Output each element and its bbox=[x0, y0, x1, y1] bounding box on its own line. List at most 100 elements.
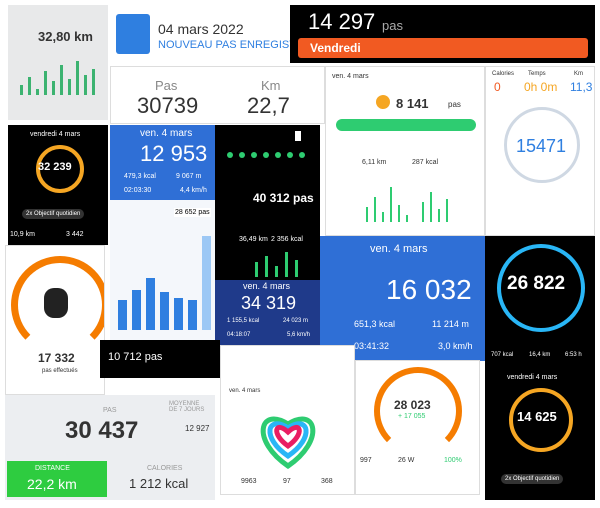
heart bbox=[260, 416, 316, 470]
steps: 16 032 bbox=[386, 274, 472, 305]
shape bbox=[20, 85, 23, 95]
shape bbox=[160, 292, 169, 330]
km: 6,11 km bbox=[362, 159, 387, 166]
distance-label: DISTANCE bbox=[35, 465, 70, 472]
hours: 6:53 h bbox=[565, 352, 582, 358]
shape bbox=[44, 71, 47, 95]
shape bbox=[255, 252, 298, 277]
day-bar bbox=[298, 38, 588, 58]
floors: 997 bbox=[360, 457, 372, 464]
tile-navy: ven. 4 mars 34 319 1 155,5 kcal 24 023 m… bbox=[215, 280, 320, 345]
kcal: 1 155,5 kcal bbox=[227, 318, 260, 324]
meters: 11 214 m bbox=[432, 319, 469, 329]
shape bbox=[275, 266, 278, 277]
calories: 1 212 kcal bbox=[129, 476, 189, 491]
tile-summary: PAS 30 437 MOYENNE DE 7 JOURS 12 927 DIS… bbox=[5, 395, 215, 500]
cal: 0 bbox=[494, 80, 501, 94]
km: 22,7 bbox=[247, 93, 290, 118]
tile-green-dark: 40 312 pas 36,49 km 2 356 kcal bbox=[215, 180, 320, 280]
shape bbox=[299, 152, 305, 158]
distance: 32,80 km bbox=[38, 29, 93, 44]
calories-label: CALORIES bbox=[147, 465, 183, 472]
ring bbox=[36, 145, 84, 193]
shape bbox=[239, 152, 245, 158]
shape bbox=[36, 89, 39, 95]
shape bbox=[267, 421, 309, 460]
km-label: Km bbox=[574, 71, 583, 77]
steps: 32 239 bbox=[38, 161, 72, 173]
delta: + 17 055 bbox=[398, 413, 426, 420]
shape bbox=[275, 152, 281, 158]
pas: 30 437 bbox=[65, 417, 139, 444]
shape bbox=[260, 416, 316, 470]
tile-blue-b: ven. 4 mars 16 032 651,3 kcal 11 214 m 0… bbox=[320, 236, 485, 361]
time-label: Temps bbox=[528, 71, 546, 77]
shape bbox=[390, 187, 392, 222]
shape bbox=[68, 79, 71, 95]
tile-gauge: 17 332 pas effectués bbox=[5, 245, 105, 395]
shape bbox=[188, 300, 197, 330]
goal: 2x Objectif quotidien bbox=[501, 474, 564, 484]
date: ven. 4 mars bbox=[140, 128, 193, 139]
shape bbox=[398, 205, 400, 222]
shape bbox=[265, 256, 268, 277]
shape bbox=[374, 197, 376, 222]
shape bbox=[263, 152, 269, 158]
tile-orange-arc: 28 023 + 17 055 997 26 W 100% bbox=[355, 360, 480, 495]
shape bbox=[366, 207, 368, 222]
trophy-icon bbox=[116, 14, 150, 54]
shape bbox=[285, 252, 288, 277]
kcal: 651,3 kcal bbox=[354, 319, 396, 329]
tile-ring-cyan: 26 822 707 kcal 16,4 km 6:53 h bbox=[485, 236, 595, 370]
shape bbox=[295, 260, 298, 277]
shape bbox=[60, 65, 63, 95]
tile-heart: ven. 4 mars 9963 97 368 bbox=[220, 345, 355, 495]
shape bbox=[146, 278, 155, 330]
meters: 24 023 m bbox=[283, 318, 309, 324]
pas: 30739 bbox=[137, 93, 199, 118]
shape bbox=[406, 215, 408, 222]
avg: 12 927 bbox=[185, 424, 210, 433]
tile-dark-top: 14 297 pas Vendredi bbox=[290, 5, 595, 63]
speed: 4,4 km/h bbox=[180, 187, 207, 194]
date: 04 mars 2022 bbox=[158, 21, 244, 37]
kcal: 479,3 kcal bbox=[124, 173, 156, 180]
dots bbox=[227, 131, 305, 158]
goal: 2x Objectif quotidien bbox=[22, 209, 85, 219]
ring bbox=[509, 388, 573, 452]
shape bbox=[438, 209, 440, 222]
label: NOUVEAU PAS ENREGISTR bbox=[158, 39, 290, 51]
shape bbox=[422, 202, 424, 222]
shape bbox=[251, 152, 257, 158]
steps: 12 953 bbox=[140, 141, 208, 166]
bars bbox=[118, 236, 211, 330]
unit: pas bbox=[382, 18, 403, 33]
shape bbox=[287, 152, 293, 158]
tile-gallery: 32,80 km bbox=[8, 5, 108, 120]
tile-bar-chart: 28 652 pas bbox=[110, 200, 215, 345]
steps: 10 712 pas bbox=[108, 351, 163, 363]
km: 16,4 km bbox=[529, 352, 551, 358]
date: vendredi 4 mars bbox=[507, 374, 558, 381]
ring bbox=[497, 244, 585, 332]
minutes: 97 bbox=[283, 478, 291, 485]
shape bbox=[366, 187, 448, 222]
shape bbox=[202, 236, 211, 330]
date: ven. 4 mars bbox=[229, 388, 261, 394]
watts: 26 W bbox=[398, 457, 415, 464]
shape bbox=[295, 131, 301, 141]
arc bbox=[374, 367, 462, 455]
km: 36,49 km bbox=[239, 236, 268, 243]
shape bbox=[255, 262, 258, 277]
date: ven. 4 mars bbox=[370, 243, 428, 255]
time: 03:41:32 bbox=[354, 341, 390, 351]
km: 10,9 km bbox=[10, 231, 35, 238]
kcal: 707 kcal bbox=[491, 352, 514, 358]
gauge bbox=[11, 256, 104, 354]
tile-green-bar: ven. 4 mars 8 141 pas 6,11 km 287 kcal bbox=[325, 66, 485, 236]
progress bbox=[336, 119, 476, 131]
time: 04:18:07 bbox=[227, 332, 251, 338]
shape bbox=[382, 212, 384, 222]
steps: 28 652 pas bbox=[174, 208, 211, 217]
